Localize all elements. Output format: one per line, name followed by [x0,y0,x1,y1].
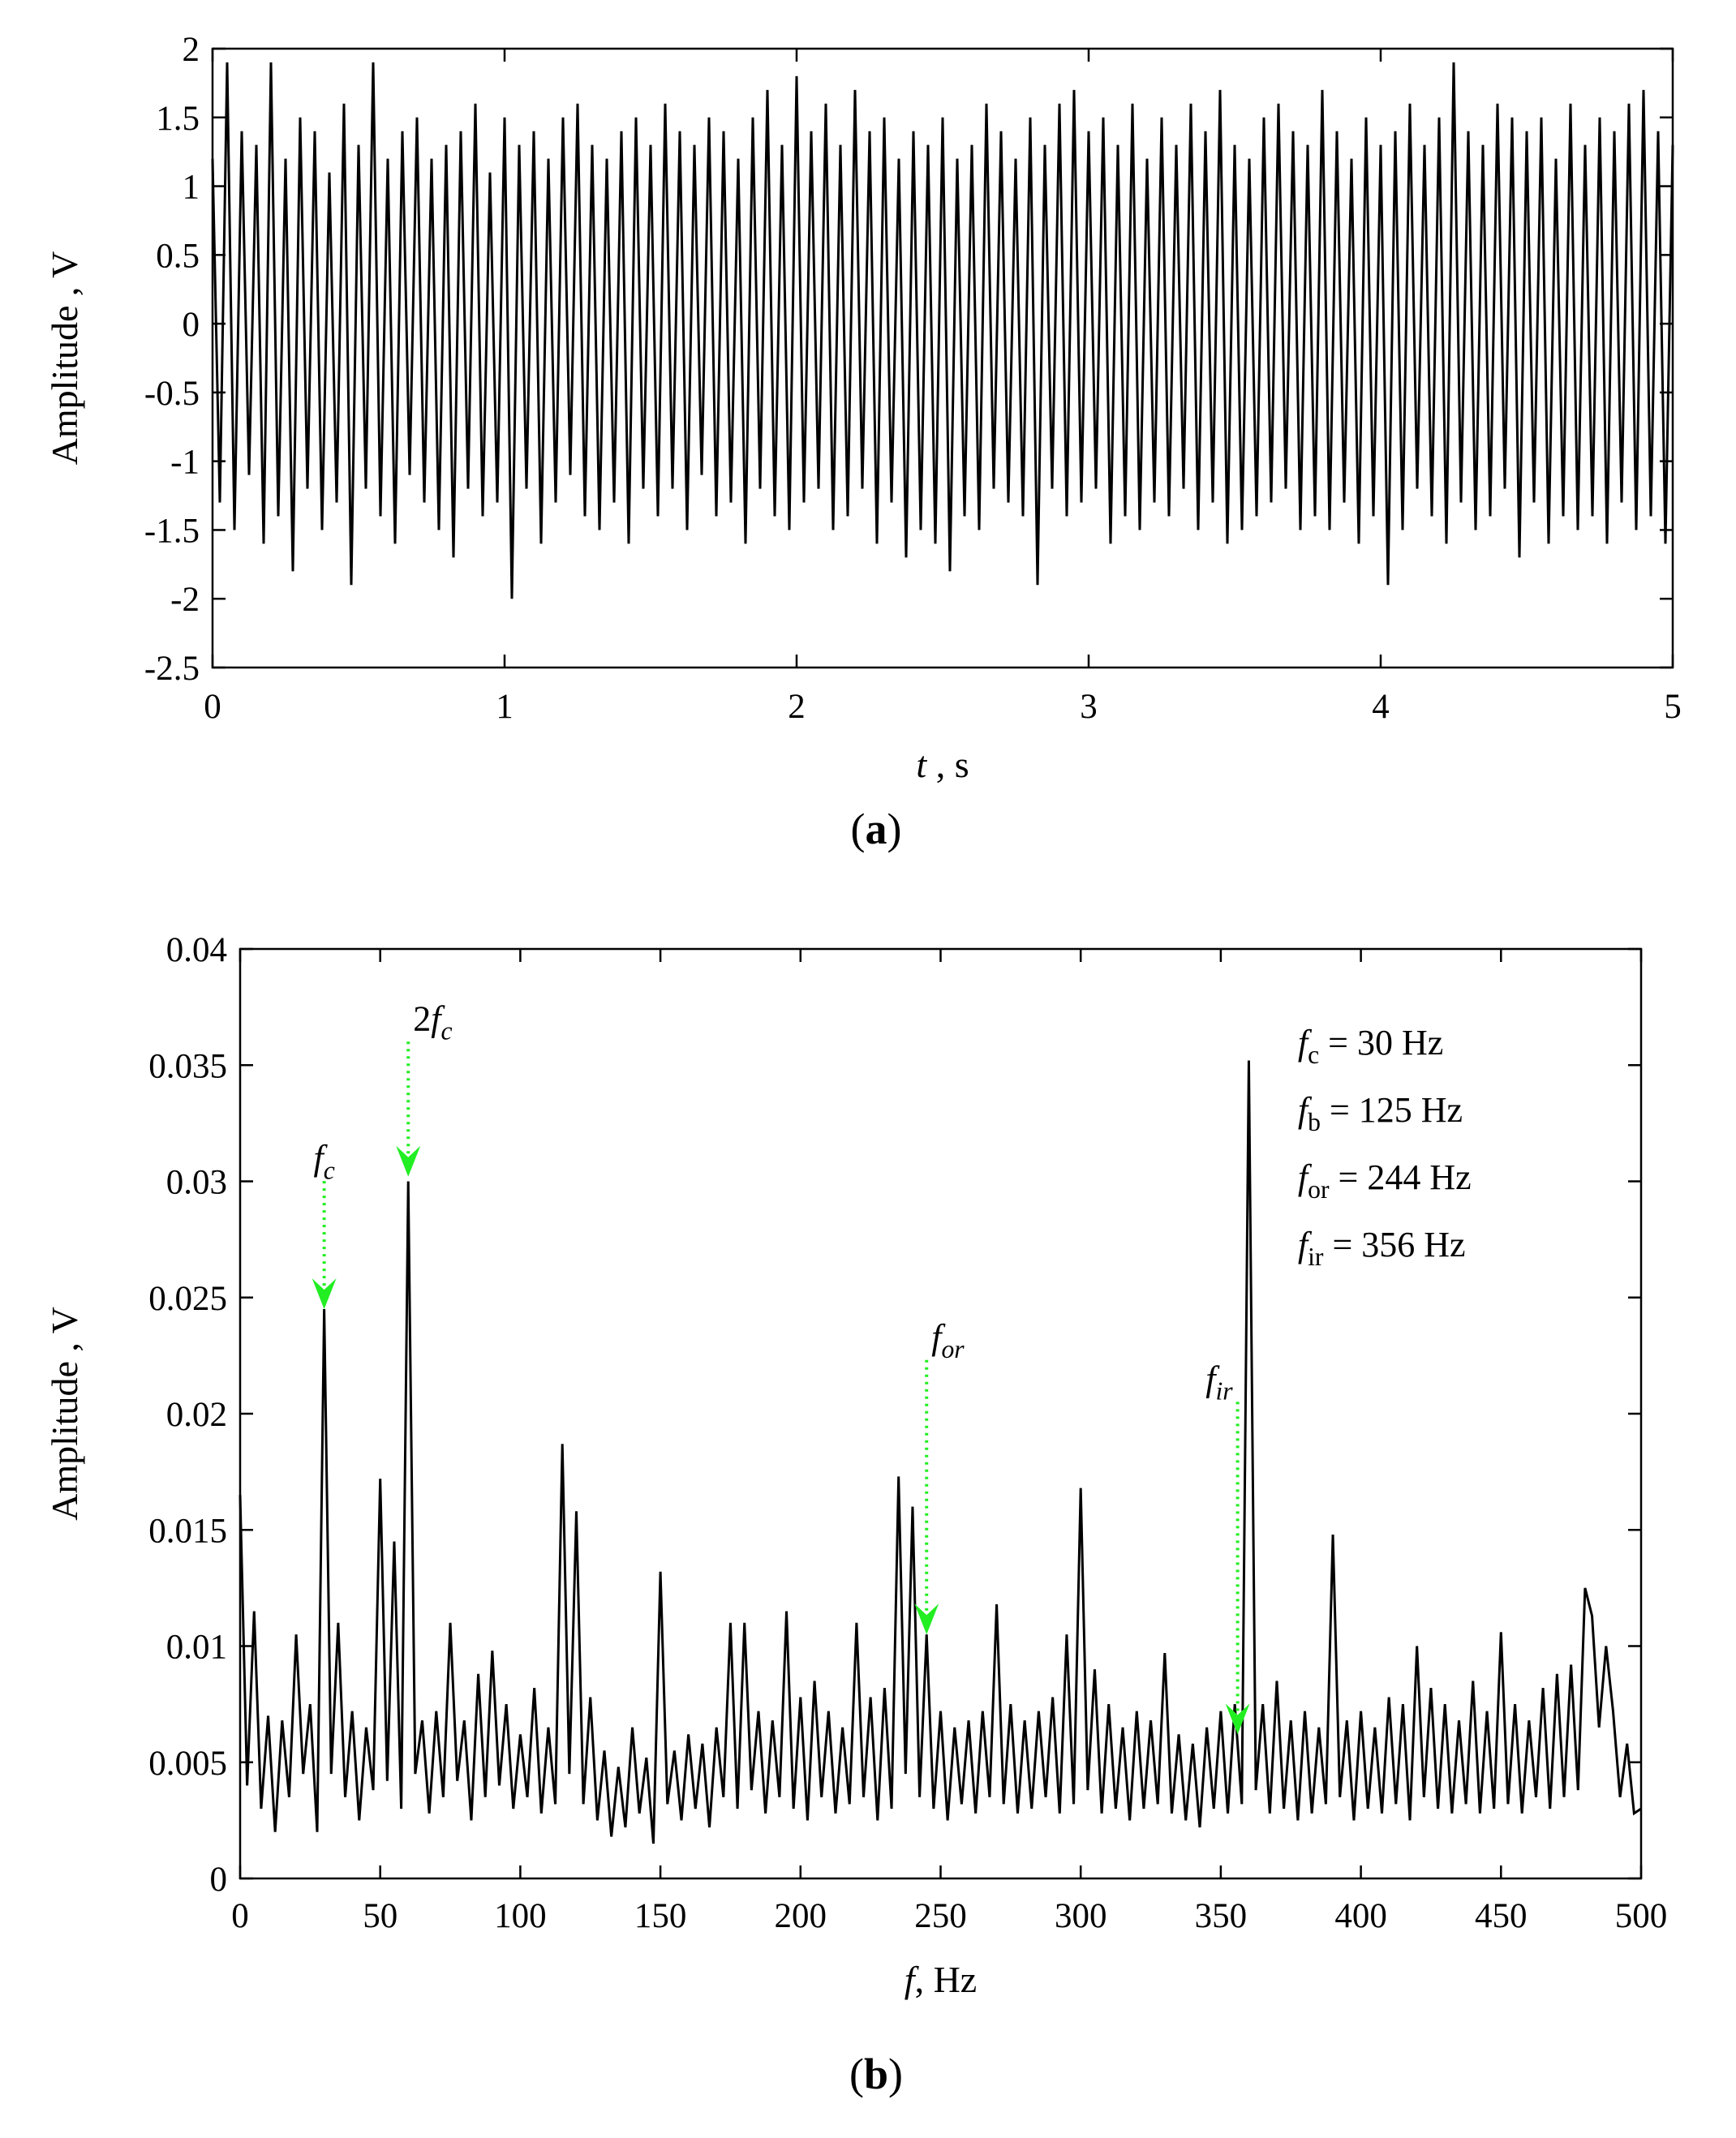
frequency-note: fb = 125 Hz [1298,1090,1463,1136]
y-tick-label: -2.5 [144,650,200,688]
text-part: or [941,1335,965,1363]
y-tick-label: 0.015 [148,1512,227,1550]
x-tick-label: 200 [775,1897,827,1935]
text-part: , Hz [915,1959,978,2000]
text-part: = 356 Hz [1323,1225,1465,1264]
y-tick-label: -0.5 [144,375,200,413]
y-tick-label: 0.025 [148,1280,227,1318]
text-part: ir [1308,1243,1324,1271]
annotation-label: fir [1205,1359,1233,1405]
x-tick-label: 50 [363,1897,397,1935]
y-tick-label: -1 [170,444,200,482]
x-tick-label: 250 [914,1897,967,1935]
y-tick-label: -2 [170,581,200,619]
x-tick-label: 0 [204,688,221,726]
text-part: c [324,1156,335,1184]
chart-panel: 0 1 2 3 4 5 -2.5 -2 -1.5 -1 -0.5 0 0.5 1 1.5 2 t , s Ampl… [44,31,1682,853]
plot-frame [211,47,1674,669]
x-axis-label: t , s [916,744,969,785]
y-tick-label: 1 [183,169,200,207]
x-tick-label: 300 [1055,1897,1107,1935]
text-part: b [864,2050,888,2098]
x-tick-label: 5 [1664,688,1682,726]
x-tick-label: 0 [231,1897,249,1935]
arrow-head [914,1604,939,1635]
panel-label: (b) [849,2050,903,2098]
text-part: a [866,805,887,853]
annotation-label: fc [313,1138,334,1184]
y-axis-label: Amplitude , V [44,251,85,466]
arrow-head [1225,1703,1250,1735]
y-tick-label: 0 [210,1861,228,1899]
annotation-label: 2fc [413,998,452,1045]
text-part: 2 [413,998,431,1038]
y-tick-label: 0.005 [148,1745,227,1783]
text-part: ) [887,805,902,853]
frequency-note: for = 244 Hz [1298,1157,1472,1204]
y-tick-label: 0.5 [156,237,200,275]
text-part: or [1308,1175,1330,1204]
x-tick-label: 2 [788,688,806,726]
arrow-head [396,1145,421,1177]
text-part: b [1308,1108,1321,1136]
x-tick-label: 400 [1334,1897,1387,1935]
text-part: ( [851,805,866,853]
signal-line [238,1060,1642,1844]
x-tick-label: 100 [494,1897,547,1935]
annotation-label: for [931,1317,965,1363]
text-part: ir [1215,1376,1233,1405]
signal-line [211,62,1674,599]
y-tick-label: 1.5 [156,100,200,138]
x-tick-label: 450 [1475,1897,1528,1935]
x-tick-label: 150 [634,1897,687,1935]
text-part: c [440,1016,452,1045]
arrow-head [312,1278,337,1310]
y-tick-label: 0.01 [166,1629,227,1667]
x-tick-label: 4 [1372,688,1390,726]
text-part: t [916,744,927,785]
panel-label: (a) [851,805,902,853]
text-part: = 125 Hz [1321,1090,1463,1130]
chart-panel: 0 50 100 150 200 250 300 350 400 450 500 0 0.005 0.01… [44,931,1667,2098]
text-part: ) [888,2050,903,2098]
y-tick-label: 2 [183,31,200,69]
text-part: , s [926,744,969,785]
text-part: = 244 Hz [1330,1157,1472,1197]
x-tick-label: 1 [496,688,513,726]
text-part: = 30 Hz [1319,1023,1443,1063]
text-part: ( [849,2050,864,2098]
frequency-note: fir = 356 Hz [1298,1225,1466,1271]
y-tick-label: 0.02 [166,1396,227,1434]
x-axis-label: f, Hz [905,1959,977,2000]
y-tick-label: 0 [183,306,200,344]
frequency-note: fc = 30 Hz [1298,1023,1443,1069]
y-tick-label: -1.5 [144,512,200,550]
text-part: c [1308,1041,1319,1069]
y-axis-label: Amplitude , V [44,1307,85,1521]
x-tick-label: 3 [1080,688,1098,726]
y-tick-label: 0.04 [166,931,227,969]
x-tick-label: 500 [1615,1897,1668,1935]
plot-frame [238,947,1643,1880]
x-tick-label: 350 [1195,1897,1248,1935]
y-tick-label: 0.03 [166,1164,227,1202]
y-tick-label: 0.035 [148,1047,227,1085]
